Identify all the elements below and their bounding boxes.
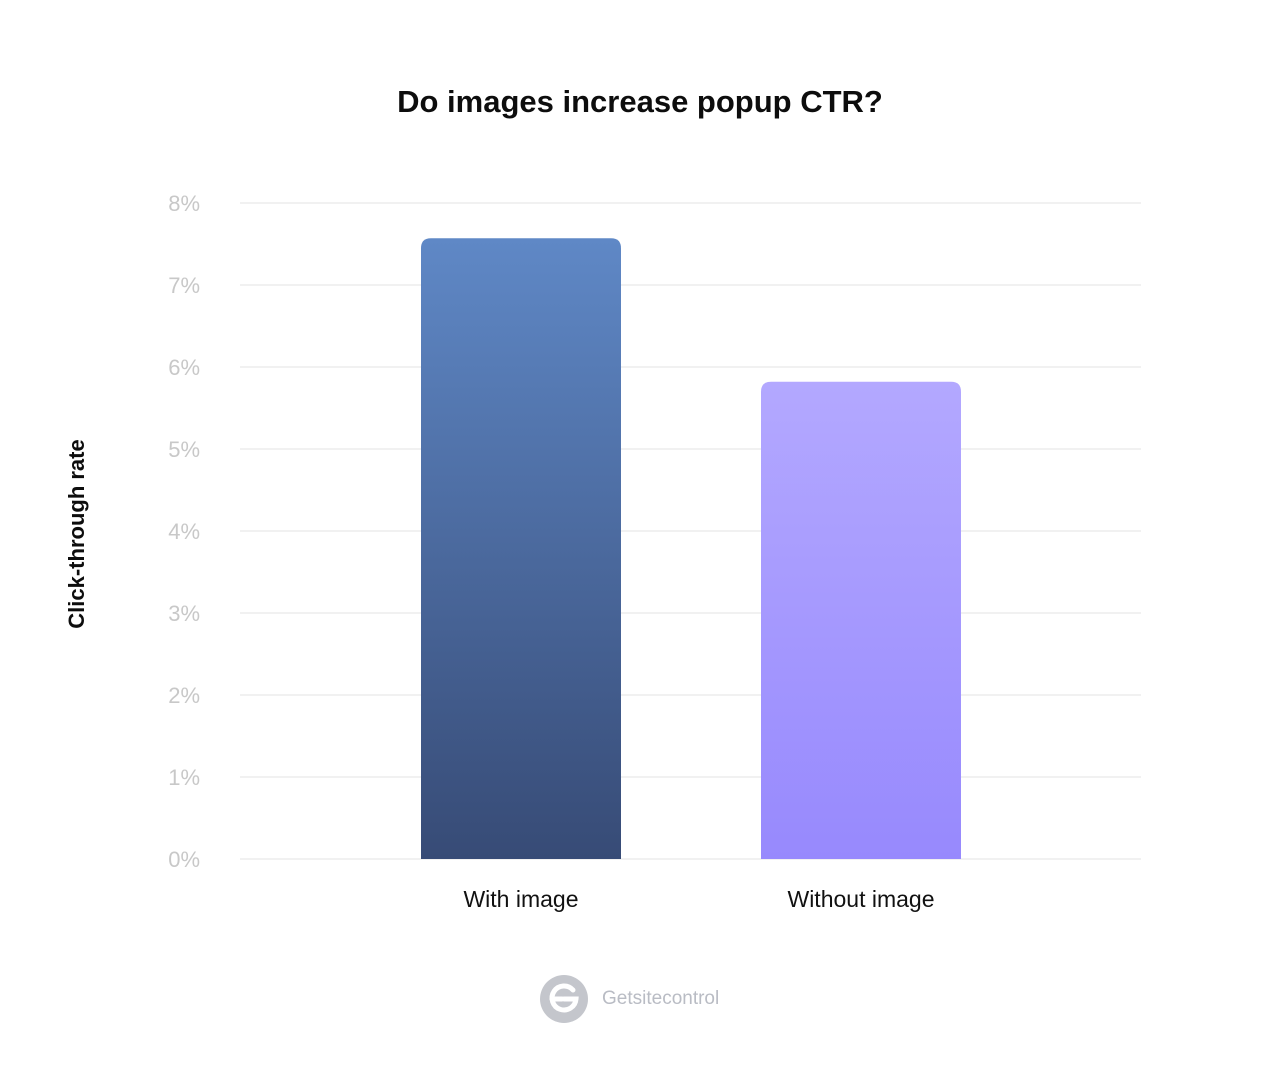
y-tick-label: 6%	[168, 355, 200, 380]
y-axis-label: Click-through rate	[64, 439, 89, 628]
bars	[421, 238, 961, 859]
getsitecontrol-logo-icon	[540, 975, 588, 1023]
chart-title: Do images increase popup CTR?	[397, 84, 883, 119]
y-tick-label: 1%	[168, 765, 200, 790]
x-axis-labels: With image Without image	[463, 886, 934, 912]
y-tick-label: 8%	[168, 191, 200, 216]
y-tick-label: 4%	[168, 519, 200, 544]
y-tick-label: 2%	[168, 683, 200, 708]
y-tick-label: 7%	[168, 273, 200, 298]
brand: Getsitecontrol	[540, 975, 719, 1023]
bar-with-image	[421, 238, 621, 859]
y-tick-label: 3%	[168, 601, 200, 626]
y-axis-ticks: 0% 1% 2% 3% 4% 5% 6% 7% 8%	[168, 191, 200, 872]
y-tick-label: 0%	[168, 847, 200, 872]
x-tick-label: Without image	[787, 886, 934, 912]
brand-name: Getsitecontrol	[602, 988, 720, 1009]
bar-without-image	[761, 381, 961, 859]
y-tick-label: 5%	[168, 437, 200, 462]
gridlines	[240, 202, 1141, 860]
x-tick-label: With image	[463, 886, 578, 912]
